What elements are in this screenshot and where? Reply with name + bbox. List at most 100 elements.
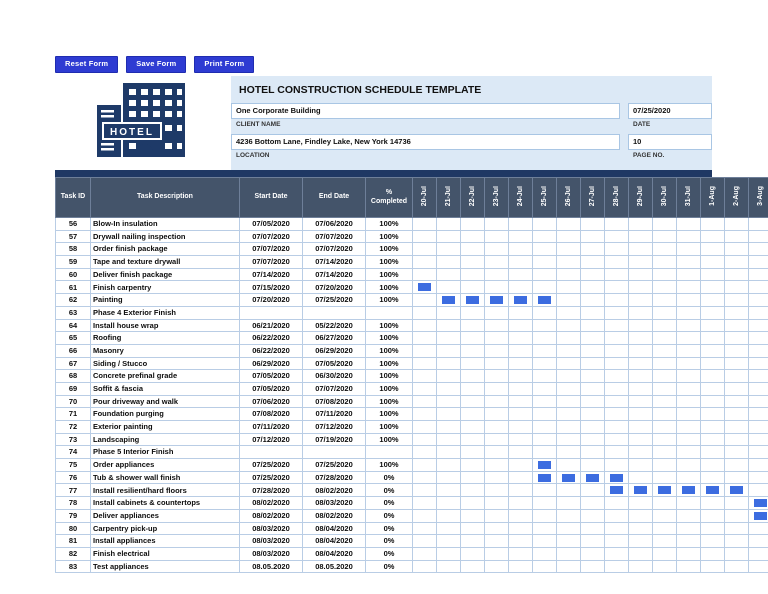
gantt-cell[interactable] xyxy=(700,356,725,371)
gantt-cell[interactable] xyxy=(724,559,749,574)
gantt-cell[interactable] xyxy=(436,483,461,498)
task-id-cell[interactable]: 65 xyxy=(55,331,91,345)
gantt-cell[interactable] xyxy=(700,305,725,320)
gantt-cell[interactable] xyxy=(436,407,461,421)
gantt-cell[interactable] xyxy=(484,293,509,307)
gantt-cell[interactable] xyxy=(580,229,605,244)
gantt-cell[interactable] xyxy=(436,432,461,447)
gantt-cell[interactable] xyxy=(748,559,768,574)
gantt-cell[interactable] xyxy=(604,508,629,523)
task-id-cell[interactable]: 81 xyxy=(55,534,91,548)
end-date-cell[interactable]: 07/07/2020 xyxy=(302,381,366,396)
gantt-cell[interactable] xyxy=(748,381,768,396)
gantt-cell[interactable] xyxy=(436,369,461,383)
gantt-cell[interactable] xyxy=(724,445,749,460)
gantt-cell[interactable] xyxy=(556,280,581,295)
gantt-cell[interactable] xyxy=(700,521,725,536)
gantt-cell[interactable] xyxy=(436,217,461,231)
gantt-cell[interactable] xyxy=(412,229,437,244)
gantt-cell[interactable] xyxy=(460,381,485,396)
gantt-cell[interactable] xyxy=(508,381,533,396)
gantt-cell[interactable] xyxy=(532,407,557,421)
gantt-cell[interactable] xyxy=(676,470,701,485)
gantt-cell[interactable] xyxy=(460,356,485,371)
gantt-cell[interactable] xyxy=(652,229,677,244)
gantt-cell[interactable] xyxy=(724,331,749,345)
page-number-field[interactable]: 10 xyxy=(628,134,712,150)
gantt-cell[interactable] xyxy=(556,496,581,510)
pct-cell[interactable]: 100% xyxy=(365,217,413,231)
gantt-cell[interactable] xyxy=(556,521,581,536)
gantt-cell[interactable] xyxy=(700,242,725,257)
task-desc-cell[interactable]: Painting xyxy=(90,293,240,307)
gantt-cell[interactable] xyxy=(724,432,749,447)
gantt-cell[interactable] xyxy=(460,483,485,498)
gantt-cell[interactable] xyxy=(484,407,509,421)
gantt-cell[interactable] xyxy=(580,458,605,472)
date-field[interactable]: 07/25/2020 xyxy=(628,103,712,119)
gantt-cell[interactable] xyxy=(436,331,461,345)
gantt-cell[interactable] xyxy=(604,331,629,345)
gantt-cell[interactable] xyxy=(700,394,725,409)
gantt-cell[interactable] xyxy=(556,318,581,333)
gantt-cell[interactable] xyxy=(532,217,557,231)
gantt-cell[interactable] xyxy=(412,496,437,510)
gantt-cell[interactable] xyxy=(508,255,533,269)
task-id-cell[interactable]: 72 xyxy=(55,420,91,434)
gantt-cell[interactable] xyxy=(460,343,485,358)
start-date-cell[interactable]: 07/08/2020 xyxy=(239,407,303,421)
task-id-cell[interactable]: 77 xyxy=(55,483,91,498)
gantt-cell[interactable] xyxy=(556,356,581,371)
gantt-cell[interactable] xyxy=(580,534,605,548)
gantt-cell[interactable] xyxy=(676,255,701,269)
end-date-cell[interactable]: 07/11/2020 xyxy=(302,407,366,421)
gantt-cell[interactable] xyxy=(436,255,461,269)
gantt-cell[interactable] xyxy=(532,458,557,472)
gantt-cell[interactable] xyxy=(724,318,749,333)
task-desc-cell[interactable]: Install house wrap xyxy=(90,318,240,333)
pct-cell[interactable]: 100% xyxy=(365,458,413,472)
gantt-cell[interactable] xyxy=(652,420,677,434)
task-desc-cell[interactable]: Install cabinets & countertops xyxy=(90,496,240,510)
pct-cell[interactable]: 0% xyxy=(365,546,413,561)
gantt-cell[interactable] xyxy=(628,559,653,574)
gantt-cell[interactable] xyxy=(700,318,725,333)
gantt-cell[interactable] xyxy=(484,369,509,383)
gantt-cell[interactable] xyxy=(532,305,557,320)
gantt-cell[interactable] xyxy=(604,343,629,358)
gantt-cell[interactable] xyxy=(604,420,629,434)
gantt-cell[interactable] xyxy=(676,521,701,536)
gantt-cell[interactable] xyxy=(748,470,768,485)
gantt-cell[interactable] xyxy=(700,508,725,523)
gantt-cell[interactable] xyxy=(652,534,677,548)
gantt-cell[interactable] xyxy=(628,521,653,536)
start-date-cell[interactable]: 08/02/2020 xyxy=(239,508,303,523)
gantt-cell[interactable] xyxy=(556,445,581,460)
gantt-cell[interactable] xyxy=(436,394,461,409)
gantt-cell[interactable] xyxy=(604,318,629,333)
gantt-cell[interactable] xyxy=(700,369,725,383)
gantt-cell[interactable] xyxy=(412,217,437,231)
gantt-cell[interactable] xyxy=(580,331,605,345)
gantt-cell[interactable] xyxy=(628,470,653,485)
gantt-cell[interactable] xyxy=(724,546,749,561)
gantt-cell[interactable] xyxy=(604,458,629,472)
gantt-cell[interactable] xyxy=(412,432,437,447)
gantt-cell[interactable] xyxy=(556,508,581,523)
gantt-cell[interactable] xyxy=(724,407,749,421)
gantt-cell[interactable] xyxy=(484,483,509,498)
gantt-cell[interactable] xyxy=(580,445,605,460)
gantt-cell[interactable] xyxy=(604,483,629,498)
gantt-cell[interactable] xyxy=(628,546,653,561)
gantt-cell[interactable] xyxy=(628,394,653,409)
gantt-cell[interactable] xyxy=(436,242,461,257)
gantt-cell[interactable] xyxy=(652,331,677,345)
task-id-cell[interactable]: 62 xyxy=(55,293,91,307)
gantt-cell[interactable] xyxy=(484,546,509,561)
gantt-cell[interactable] xyxy=(628,508,653,523)
gantt-cell[interactable] xyxy=(412,407,437,421)
task-id-cell[interactable]: 67 xyxy=(55,356,91,371)
gantt-cell[interactable] xyxy=(460,407,485,421)
pct-cell[interactable]: 0% xyxy=(365,496,413,510)
gantt-cell[interactable] xyxy=(532,293,557,307)
